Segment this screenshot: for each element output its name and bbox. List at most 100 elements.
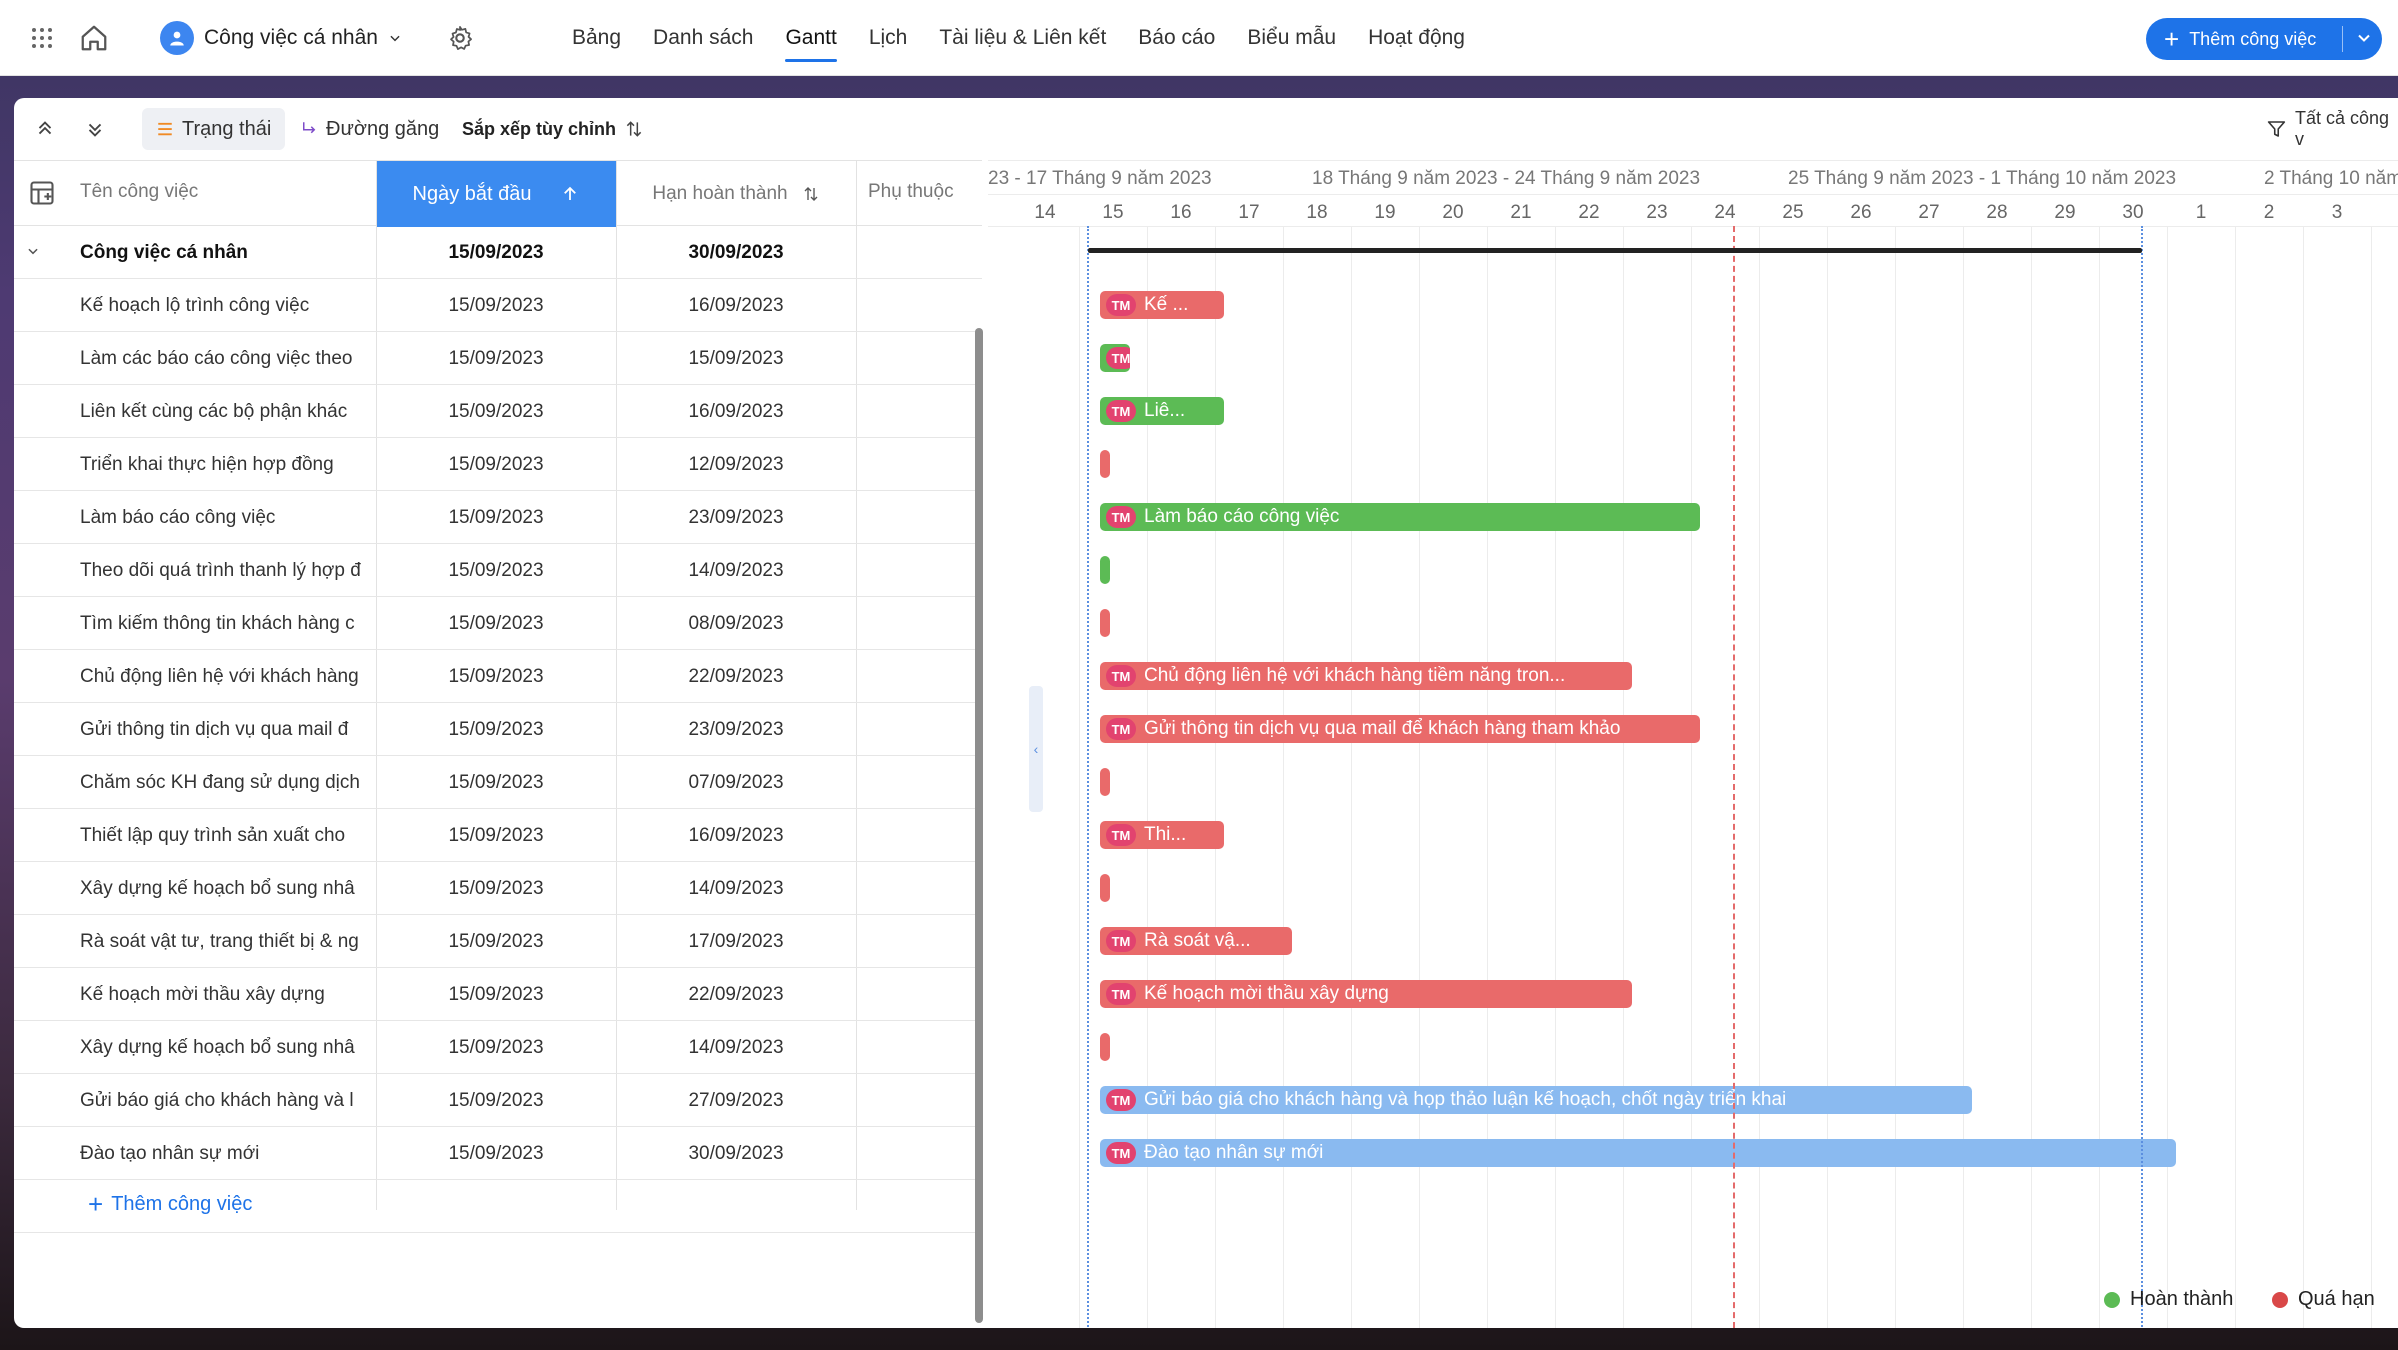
group-end-date[interactable]: 30/09/2023 (688, 241, 784, 263)
task-start-date[interactable]: 15/09/2023 (448, 665, 544, 687)
task-name[interactable]: Triển khai thực hiện hợp đồng (80, 453, 334, 475)
task-row[interactable]: Gửi báo giá cho khách hàng và l 15/09/202… (14, 1074, 982, 1127)
task-row[interactable]: Kế hoạch mời thầu xây dựng 15/09/2023 22/0… (14, 968, 982, 1021)
task-start-date[interactable]: 15/09/2023 (448, 771, 544, 793)
task-row[interactable]: Làm báo cáo công việc 15/09/2023 23/09/202… (14, 491, 982, 544)
task-name[interactable]: Xây dựng kế hoạch bổ sung nhâ (80, 877, 355, 899)
task-start-date[interactable]: 15/09/2023 (448, 718, 544, 740)
add-task-button[interactable]: + Thêm công việc (2146, 18, 2382, 60)
task-start-date[interactable]: 15/09/2023 (448, 559, 544, 581)
task-end-date[interactable]: 27/09/2023 (688, 1089, 784, 1111)
task-start-date[interactable]: 15/09/2023 (448, 453, 544, 475)
gantt-task-bar[interactable]: TM Đào tạo nhân sự mới (1100, 1139, 2176, 1167)
status-filter-button[interactable]: Trạng thái (142, 108, 286, 150)
tab-danh-sach[interactable]: Danh sách (653, 26, 754, 49)
task-end-date[interactable]: 08/09/2023 (688, 612, 784, 634)
task-end-date[interactable]: 23/09/2023 (688, 718, 784, 740)
task-start-date[interactable]: 15/09/2023 (448, 1036, 544, 1058)
tab-bieu-mau[interactable]: Biểu mẫu (1247, 26, 1337, 49)
chevron-down-icon[interactable] (2354, 28, 2374, 48)
gantt-task-bar[interactable]: TM Rà soát vậ... (1100, 927, 1292, 955)
task-name[interactable]: Tìm kiếm thông tin khách hàng c (80, 612, 355, 634)
group-start-date[interactable]: 15/09/2023 (448, 241, 544, 263)
custom-sort-button[interactable]: Sắp xếp tùy chỉnh (462, 108, 644, 150)
task-end-date[interactable]: 16/09/2023 (688, 400, 784, 422)
task-end-date[interactable]: 22/09/2023 (688, 665, 784, 687)
collapse-all-icon[interactable] (34, 108, 56, 150)
task-name[interactable]: Xây dựng kế hoạch bổ sung nhâ (80, 1036, 355, 1058)
critical-path-button[interactable]: Đường găng (300, 108, 439, 150)
task-start-date[interactable]: 15/09/2023 (448, 400, 544, 422)
task-start-date[interactable]: 15/09/2023 (448, 612, 544, 634)
task-row[interactable]: Rà soát vật tư, trang thiết bị & ng 15/09… (14, 915, 982, 968)
home-icon[interactable] (76, 20, 112, 56)
col-header-start[interactable]: Ngày bắt đầu (376, 161, 616, 227)
task-end-date[interactable]: 23/09/2023 (688, 506, 784, 528)
task-row[interactable]: Làm các báo cáo công việc theo 15/09/2023… (14, 332, 982, 385)
add-task-link[interactable]: + Thêm công việc (88, 1191, 252, 1217)
task-row[interactable]: Chăm sóc KH đang sử dụng dịch 15/09/2023 0… (14, 756, 982, 809)
gantt-task-bar[interactable]: TM (1100, 344, 1130, 372)
task-end-date[interactable]: 14/09/2023 (688, 1036, 784, 1058)
task-start-date[interactable]: 15/09/2023 (448, 824, 544, 846)
task-end-date[interactable]: 07/09/2023 (688, 771, 784, 793)
gantt-task-bar[interactable] (1100, 556, 1110, 584)
tab-gantt[interactable]: Gantt (769, 0, 852, 76)
task-end-date[interactable]: 16/09/2023 (688, 824, 784, 846)
task-row[interactable]: Đào tạo nhân sự mới 15/09/2023 30/09/2023 (14, 1127, 982, 1180)
task-name[interactable]: Liên kết cùng các bộ phận khác (80, 400, 348, 422)
expand-all-icon[interactable] (84, 108, 106, 150)
tab-bang[interactable]: Bảng (572, 26, 622, 49)
gantt-task-bar[interactable]: TM Gửi báo giá cho khách hàng và họp thảo… (1100, 1086, 1972, 1114)
task-end-date[interactable]: 17/09/2023 (688, 930, 784, 952)
task-row[interactable]: Theo dõi quá trình thanh lý hợp đ 15/09/2… (14, 544, 982, 597)
task-end-date[interactable]: 30/09/2023 (688, 1142, 784, 1164)
task-row[interactable]: Tìm kiếm thông tin khách hàng c 15/09/202… (14, 597, 982, 650)
task-start-date[interactable]: 15/09/2023 (448, 347, 544, 369)
task-name[interactable]: Chủ động liên hệ với khách hàng (80, 665, 359, 687)
col-header-name[interactable]: Tên công việc (80, 181, 199, 202)
task-name[interactable]: Kế hoạch lộ trình công việc (80, 294, 310, 316)
col-header-end[interactable]: Hạn hoàn thành (616, 161, 856, 227)
task-row[interactable]: Xây dựng kế hoạch bổ sung nhâ 15/09/2023 1… (14, 862, 982, 915)
task-name[interactable]: Theo dõi quá trình thanh lý hợp đ (80, 559, 361, 581)
task-start-date[interactable]: 15/09/2023 (448, 1142, 544, 1164)
workspace-selector[interactable]: Công việc cá nhân (160, 18, 402, 58)
gantt-task-bar[interactable]: TM Chủ động liên hệ với khách hàng tiềm n… (1100, 662, 1632, 690)
tab-hoat-dong[interactable]: Hoạt động (1368, 26, 1465, 49)
group-row[interactable]: Công việc cá nhân 15/09/2023 30/09/2023 (14, 226, 982, 279)
gantt-task-bar[interactable] (1100, 1033, 1110, 1061)
task-row[interactable]: Liên kết cùng các bộ phận khác 15/09/2023… (14, 385, 982, 438)
settings-gear-icon[interactable] (442, 20, 478, 56)
task-name[interactable]: Gửi thông tin dịch vụ qua mail đ (80, 718, 349, 740)
task-end-date[interactable]: 22/09/2023 (688, 983, 784, 1005)
task-end-date[interactable]: 14/09/2023 (688, 877, 784, 899)
tab-lich[interactable]: Lịch (868, 26, 908, 49)
gantt-task-bar[interactable]: TM Kế hoạch mời thầu xây dựng (1100, 980, 1632, 1008)
task-start-date[interactable]: 15/09/2023 (448, 506, 544, 528)
vertical-scrollbar[interactable] (975, 328, 983, 1323)
gantt-task-bar[interactable] (1100, 874, 1110, 902)
collapse-grid-handle[interactable]: ‹ (1029, 686, 1043, 812)
task-start-date[interactable]: 15/09/2023 (448, 930, 544, 952)
col-header-dependency[interactable]: Phụ thuộc (868, 181, 954, 202)
task-name[interactable]: Chăm sóc KH đang sử dụng dịch (80, 771, 360, 793)
gantt-task-bar[interactable]: TM Gửi thông tin dịch vụ qua mail để khác… (1100, 715, 1700, 743)
tab-bao-cao[interactable]: Báo cáo (1138, 26, 1216, 49)
filter-button[interactable]: Tất cả công v (2266, 108, 2398, 150)
task-name[interactable]: Đào tạo nhân sự mới (80, 1142, 260, 1164)
task-start-date[interactable]: 15/09/2023 (448, 983, 544, 1005)
gantt-task-bar[interactable]: TM Liê... (1100, 397, 1224, 425)
gantt-task-bar[interactable]: TM Kế ... (1100, 291, 1224, 319)
gantt-task-bar[interactable] (1100, 450, 1110, 478)
task-name[interactable]: Thiết lập quy trình sản xuất cho (80, 824, 346, 846)
task-name[interactable]: Rà soát vật tư, trang thiết bị & ng (80, 930, 359, 952)
gantt-task-bar[interactable] (1100, 609, 1110, 637)
task-name[interactable]: Gửi báo giá cho khách hàng và l (80, 1089, 354, 1111)
task-name[interactable]: Làm báo cáo công việc (80, 506, 276, 528)
group-summary-bar[interactable] (1088, 248, 2142, 253)
task-end-date[interactable]: 15/09/2023 (688, 347, 784, 369)
task-row[interactable]: Chủ động liên hệ với khách hàng 15/09/202… (14, 650, 982, 703)
task-row[interactable]: Triển khai thực hiện hợp đồng 15/09/2023 1… (14, 438, 982, 491)
task-end-date[interactable]: 12/09/2023 (688, 453, 784, 475)
